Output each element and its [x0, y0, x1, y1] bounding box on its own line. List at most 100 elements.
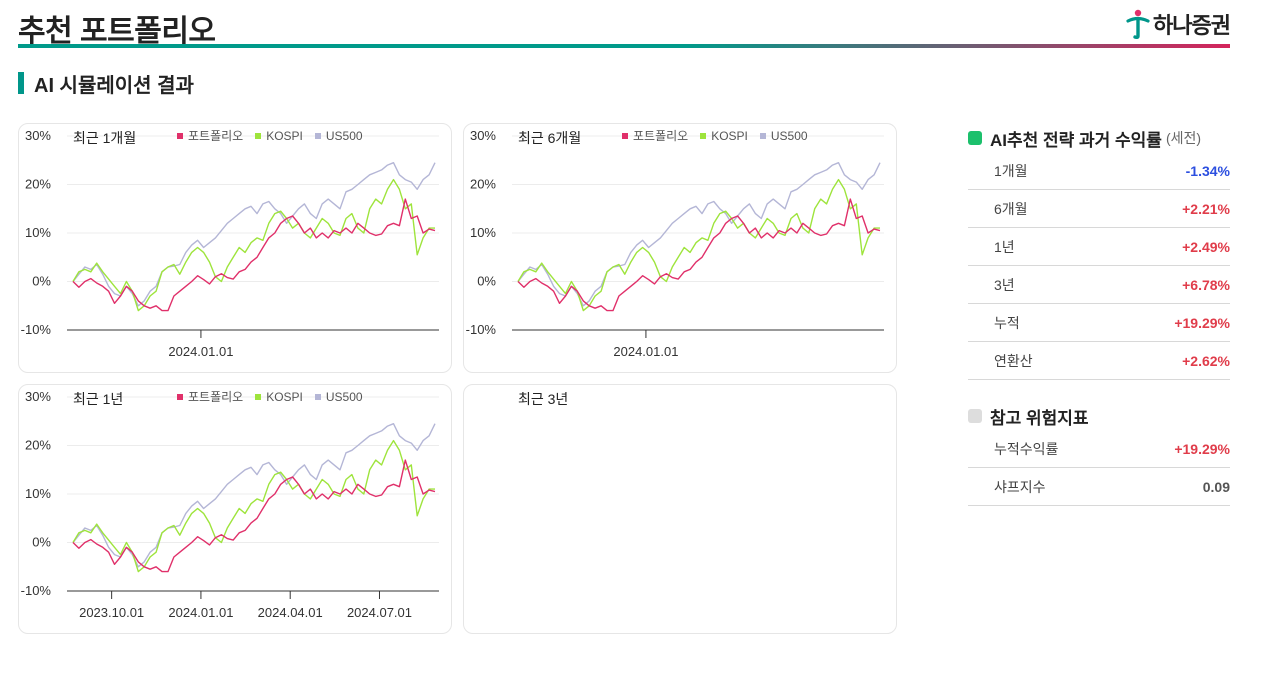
legend-item[interactable]: US500 — [314, 127, 363, 144]
returns-row: 1년 +2.49% — [968, 228, 1230, 266]
brand-logo: 하나증권 — [1125, 8, 1231, 40]
returns-row-label: 1개월 — [994, 162, 1028, 179]
returns-row-value: +2.62% — [1182, 352, 1230, 369]
legend-swatch-icon — [255, 393, 262, 400]
legend-item[interactable]: KOSPI — [255, 388, 303, 405]
y-tick-label: 30% — [470, 128, 496, 143]
y-tick-label: 30% — [25, 389, 51, 404]
legend-label: KOSPI — [711, 128, 748, 143]
chart-card-6m: 30% 20% 10% 0% -10% 2024.01.01 최근 6개월 포트폴리오 KOSP… — [463, 123, 897, 373]
returns-row-value: +19.29% — [1174, 314, 1230, 331]
returns-row: 3년 +6.78% — [968, 266, 1230, 304]
risk-table: 누적수익률 +19.29% 샤프지수 0.09 — [968, 430, 1230, 506]
chart-legend: 포트폴리오 KOSPI US500 — [177, 127, 375, 144]
chart-title: 최근 1개월 — [73, 130, 137, 146]
legend-label: US500 — [325, 128, 363, 143]
chart-title: 최근 3년 — [518, 391, 569, 407]
legend-swatch-icon — [177, 393, 183, 400]
y-tick-label: 10% — [25, 225, 51, 240]
returns-header: AI추천 전략 과거 수익률 (세전) — [968, 124, 1230, 152]
legend-item[interactable]: KOSPI — [255, 127, 303, 144]
series-line-kospi — [72, 439, 435, 573]
brand-name: 하나증권 — [1153, 13, 1231, 38]
x-tick-label: 2024.07.01 — [347, 605, 412, 620]
chart-card-1y: 30% 20% 10% 0% -10% 2023.10.01 2024.01.01 2024.… — [18, 384, 452, 634]
legend-label: US500 — [770, 128, 808, 143]
legend-item[interactable]: KOSPI — [700, 127, 748, 144]
returns-row-label: 1년 — [994, 238, 1015, 255]
line-chart: 30% 20% 10% 0% -10% 2024.01.01 — [466, 128, 884, 359]
returns-table: 1개월 -1.34% 6개월 +2.21% 1년 +2.49% 3년 +6.78% 누적 +19.… — [968, 152, 1230, 380]
legend-swatch-icon — [622, 132, 628, 139]
y-tick-label: -10% — [21, 583, 52, 598]
y-tick-label: 30% — [25, 128, 51, 143]
y-tick-label: 20% — [25, 177, 51, 192]
chart-legend: 포트폴리오 KOSPI US500 — [622, 127, 820, 144]
section-marker — [18, 72, 24, 94]
legend-swatch-icon — [700, 132, 707, 139]
risk-row: 샤프지수 0.09 — [968, 468, 1230, 506]
legend-item[interactable]: 포트폴리오 — [177, 127, 243, 144]
legend-label: 포트폴리오 — [188, 129, 244, 143]
returns-row-label: 연환산 — [994, 352, 1033, 369]
series-line-kospi — [517, 178, 880, 312]
returns-subtitle: (세전) — [1165, 130, 1202, 146]
line-chart: 30% 20% 10% 0% -10% 2024.01.01 — [21, 128, 439, 359]
series-line-portfolio — [72, 459, 436, 573]
legend-item[interactable]: 포트폴리오 — [177, 388, 243, 405]
legend-item[interactable]: 포트폴리오 — [622, 127, 688, 144]
header-divider — [18, 44, 1230, 48]
x-tick-label: 2023.10.01 — [79, 605, 144, 620]
y-tick-label: -10% — [466, 322, 497, 337]
x-tick-label: 2024.01.01 — [168, 344, 233, 359]
returns-row-label: 3년 — [994, 276, 1015, 293]
chart-legend: 포트폴리오 KOSPI US500 — [177, 388, 375, 405]
section-heading: AI 시뮬레이션 결과 — [18, 72, 194, 97]
legend-label: 포트폴리오 — [188, 390, 244, 404]
risk-panel: 참고 위험지표 누적수익률 +19.29% 샤프지수 0.09 — [968, 402, 1230, 506]
y-tick-label: -10% — [21, 322, 52, 337]
risk-row-label: 샤프지수 — [994, 478, 1046, 495]
hana-logo-icon — [1126, 9, 1150, 39]
returns-row: 6개월 +2.21% — [968, 190, 1230, 228]
x-tick-label: 2024.01.01 — [613, 344, 678, 359]
y-tick-label: 0% — [477, 274, 496, 289]
legend-swatch-icon — [177, 132, 183, 139]
chart-card-1m: 30% 20% 10% 0% -10% 2024.01.01 최근 1개월 포트폴리오 KOSP… — [18, 123, 452, 373]
section-title: AI 시뮬레이션 결과 — [34, 74, 194, 97]
page-header: 추천 포트폴리오 하나증권 — [18, 0, 1231, 48]
line-chart: 30% 20% 10% 0% -10% 2023.10.01 2024.01.01 2024.… — [21, 389, 439, 620]
legend-swatch-icon — [314, 393, 321, 400]
risk-row-value: +19.29% — [1174, 440, 1230, 457]
y-tick-label: 0% — [32, 274, 51, 289]
x-tick-label: 2024.04.01 — [258, 605, 323, 620]
x-tick-label: 2024.01.01 — [168, 605, 233, 620]
returns-row: 누적 +19.29% — [968, 304, 1230, 342]
chart-title: 최근 1년 — [73, 391, 124, 407]
returns-row: 연환산 +2.62% — [968, 342, 1230, 380]
risk-row-label: 누적수익률 — [994, 440, 1059, 457]
y-tick-label: 20% — [470, 177, 496, 192]
y-tick-label: 0% — [32, 535, 51, 550]
risk-header: 참고 위험지표 — [968, 402, 1230, 430]
returns-title: AI추천 전략 과거 수익률 — [990, 130, 1162, 150]
legend-label: US500 — [325, 389, 363, 404]
risk-row: 누적수익률 +19.29% — [968, 430, 1230, 468]
legend-label: KOSPI — [266, 128, 303, 143]
series-line-portfolio — [72, 198, 436, 312]
returns-row-label: 누적 — [994, 314, 1020, 331]
series-line-portfolio — [517, 198, 881, 312]
page-title: 추천 포트폴리오 — [18, 15, 216, 48]
legend-item[interactable]: US500 — [759, 127, 808, 144]
returns-row-value: +2.21% — [1182, 200, 1230, 217]
returns-row-value: +6.78% — [1182, 276, 1230, 293]
risk-title: 참고 위험지표 — [990, 408, 1089, 428]
chart-card-3y: 최근 3년 — [463, 384, 897, 634]
legend-label: KOSPI — [266, 389, 303, 404]
legend-swatch-icon — [314, 132, 321, 139]
legend-item[interactable]: US500 — [314, 388, 363, 405]
legend-swatch-icon — [759, 132, 766, 139]
y-tick-label: 10% — [25, 486, 51, 501]
returns-marker — [968, 131, 982, 145]
returns-row-value: -1.34% — [1185, 162, 1230, 179]
